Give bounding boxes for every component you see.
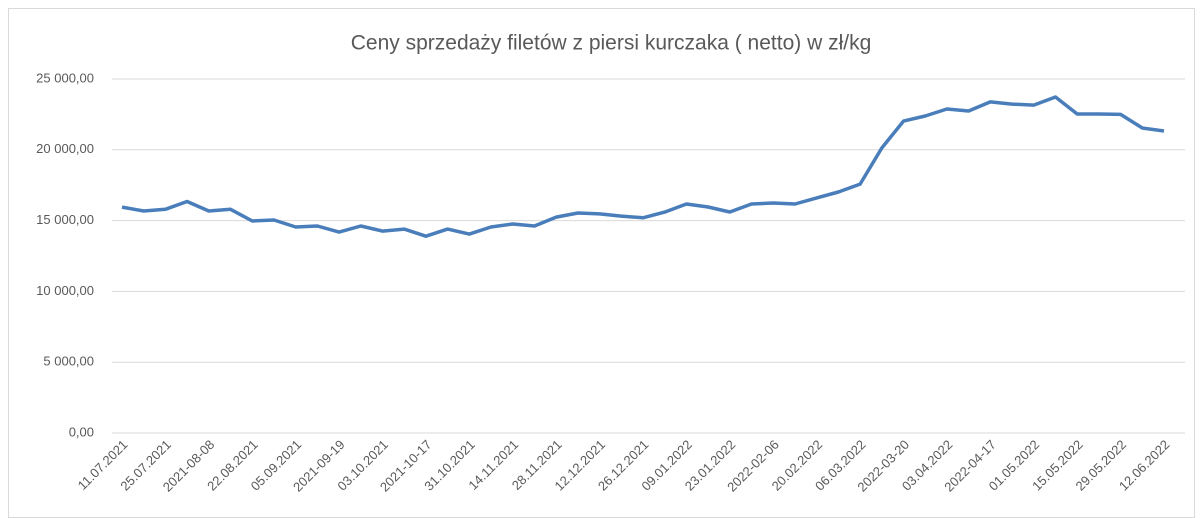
y-tick-label: 20 000,00 [36, 141, 94, 156]
chart-title: Ceny sprzedaży filetów z piersi kurczaka… [351, 32, 872, 55]
y-tick-label: 10 000,00 [36, 283, 94, 298]
y-tick-label: 5 000,00 [43, 354, 94, 369]
y-tick-label: 0,00 [69, 424, 94, 439]
y-tick-label: 25 000,00 [36, 70, 94, 85]
y-tick-label: 15 000,00 [36, 212, 94, 227]
line-series [121, 95, 1165, 238]
